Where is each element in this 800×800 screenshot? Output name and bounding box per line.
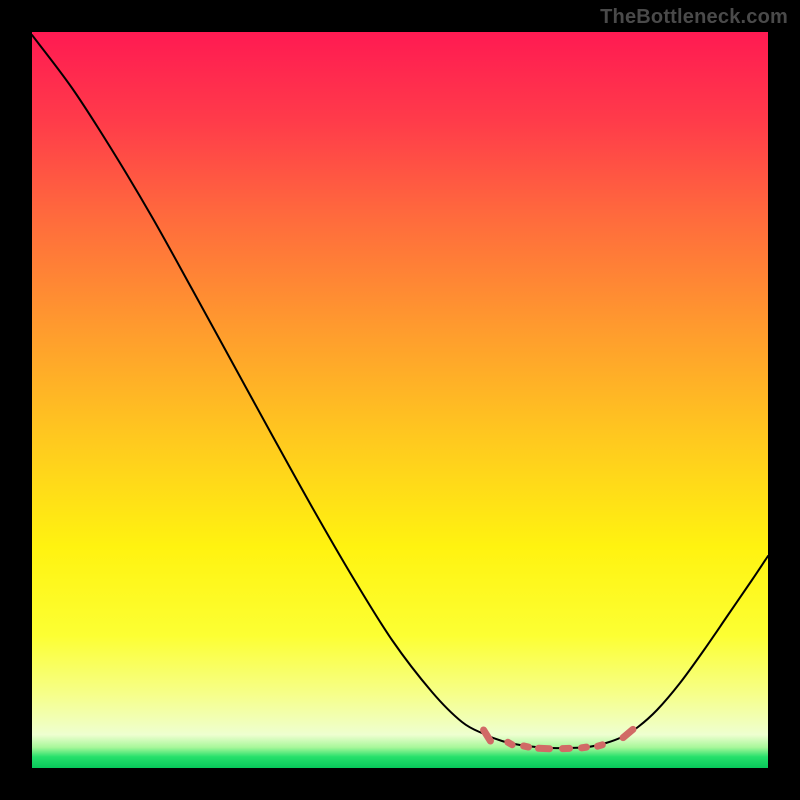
- plot-area: [32, 32, 768, 768]
- chart-frame: TheBottleneck.com: [0, 0, 800, 800]
- valley-dash: [578, 743, 591, 752]
- valley-dash: [535, 744, 553, 752]
- watermark-text: TheBottleneck.com: [600, 6, 788, 29]
- curve-path: [32, 35, 768, 748]
- valley-dash: [559, 744, 573, 751]
- bottleneck-curve: [32, 32, 768, 768]
